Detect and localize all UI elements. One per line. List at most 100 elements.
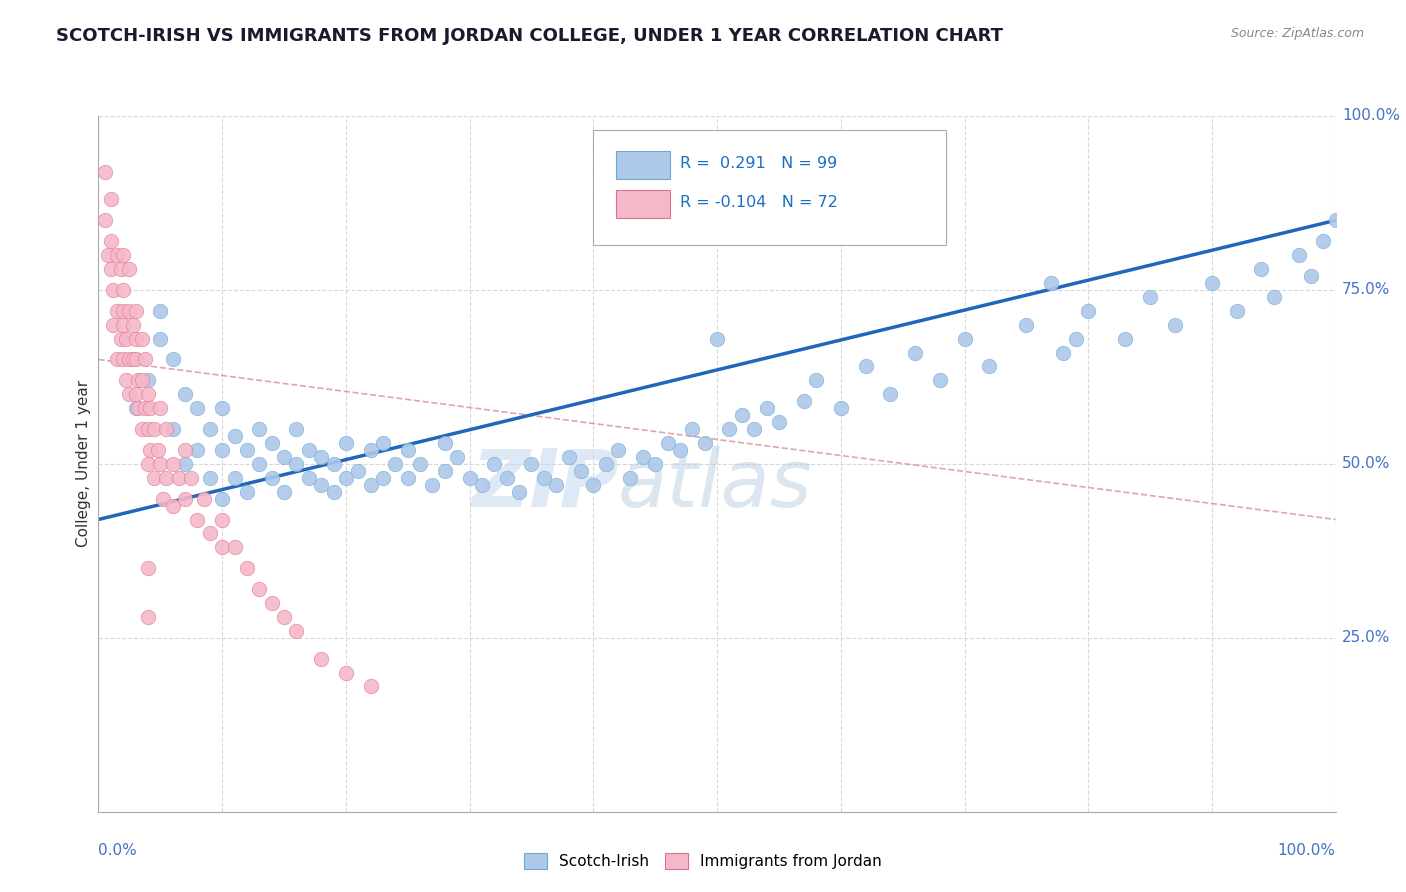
Point [471, 477, 494, 491]
Point [335, 665, 357, 680]
Point [112, 303, 135, 318]
Point [149, 401, 172, 416]
Point [236, 561, 259, 575]
Point [273, 610, 295, 624]
Point [118, 352, 141, 367]
Point [114, 332, 136, 346]
Point [619, 471, 641, 485]
Point [1312, 234, 1334, 248]
Point [211, 401, 233, 416]
Point [155, 471, 177, 485]
Point [122, 318, 145, 332]
Point [139, 401, 162, 416]
Point [122, 352, 145, 367]
Point [112, 283, 135, 297]
Point [273, 484, 295, 499]
Point [1064, 332, 1087, 346]
Point [879, 387, 901, 401]
Point [124, 332, 146, 346]
Point [433, 436, 456, 450]
Point [285, 624, 308, 638]
Point [1052, 345, 1074, 359]
Point [131, 332, 153, 346]
Point [742, 422, 765, 436]
Point [458, 471, 481, 485]
Point [360, 680, 382, 694]
Point [804, 373, 827, 387]
Point [124, 303, 146, 318]
Point [134, 401, 156, 416]
Point [360, 477, 382, 491]
Point [211, 442, 233, 457]
Text: SCOTCH-IRISH VS IMMIGRANTS FROM JORDAN COLLEGE, UNDER 1 YEAR CORRELATION CHART: SCOTCH-IRISH VS IMMIGRANTS FROM JORDAN C… [56, 27, 1004, 45]
Point [152, 491, 174, 506]
Point [1040, 276, 1063, 290]
Point [830, 401, 852, 416]
Point [260, 596, 283, 610]
Point [718, 422, 741, 436]
Point [904, 345, 927, 359]
Point [103, 318, 125, 332]
Point [110, 332, 132, 346]
Point [260, 436, 283, 450]
Point [1164, 318, 1187, 332]
Point [533, 471, 555, 485]
Point [360, 442, 382, 457]
Point [105, 303, 128, 318]
Text: atlas: atlas [619, 446, 813, 524]
Point [557, 450, 579, 464]
Point [127, 373, 149, 387]
Point [124, 387, 146, 401]
FancyBboxPatch shape [616, 190, 671, 219]
Point [309, 450, 332, 464]
Point [174, 387, 197, 401]
Point [371, 436, 394, 450]
Point [180, 471, 202, 485]
Point [118, 262, 141, 277]
FancyBboxPatch shape [616, 151, 671, 178]
Point [1263, 290, 1285, 304]
Point [422, 477, 444, 491]
Text: 0.0%: 0.0% [98, 843, 138, 858]
Point [1288, 248, 1310, 262]
Point [149, 303, 172, 318]
Point [105, 352, 128, 367]
Point [93, 213, 115, 227]
Point [134, 352, 156, 367]
Point [371, 471, 394, 485]
Point [298, 471, 321, 485]
Point [260, 471, 283, 485]
Point [131, 422, 153, 436]
Point [149, 332, 172, 346]
Point [136, 457, 159, 471]
Point [236, 442, 259, 457]
Point [155, 422, 177, 436]
Point [211, 491, 233, 506]
Point [335, 471, 357, 485]
Point [298, 442, 321, 457]
Point [149, 457, 172, 471]
Point [174, 457, 197, 471]
Point [224, 471, 246, 485]
Point [595, 457, 617, 471]
Point [162, 352, 184, 367]
Point [644, 457, 666, 471]
Point [211, 512, 233, 526]
Point [1250, 262, 1272, 277]
Point [1324, 213, 1347, 227]
Point [247, 582, 270, 596]
Point [105, 248, 128, 262]
Point [198, 422, 221, 436]
Point [1299, 268, 1322, 283]
Point [136, 610, 159, 624]
Point [100, 262, 122, 277]
Y-axis label: College, Under 1 year: College, Under 1 year [76, 380, 91, 548]
Point [285, 422, 308, 436]
Point [520, 457, 543, 471]
Point [118, 387, 141, 401]
Point [143, 422, 166, 436]
Point [136, 561, 159, 575]
Point [322, 484, 344, 499]
Point [669, 442, 692, 457]
Text: 100.0%: 100.0% [1341, 109, 1400, 123]
